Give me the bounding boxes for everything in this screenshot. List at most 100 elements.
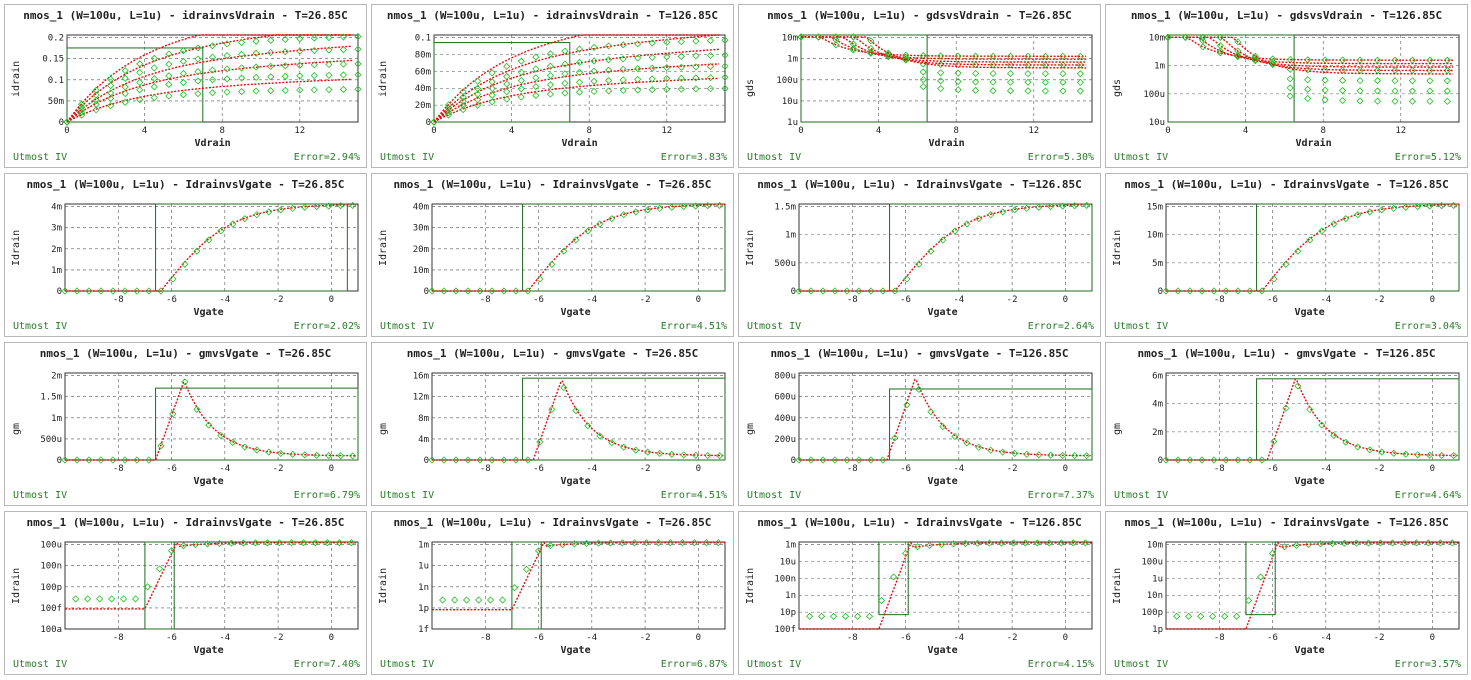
measured-point bbox=[663, 64, 671, 72]
plot-frame bbox=[64, 203, 359, 292]
measured-point bbox=[867, 44, 875, 53]
measured-point bbox=[1450, 452, 1458, 460]
simulated-curve bbox=[433, 34, 720, 123]
measured-point bbox=[939, 423, 947, 431]
measured-point bbox=[61, 456, 69, 464]
measured-point bbox=[902, 56, 910, 64]
measured-point bbox=[797, 33, 805, 41]
measured-point bbox=[1443, 87, 1451, 95]
measured-point bbox=[77, 100, 86, 108]
measured-point bbox=[634, 54, 642, 62]
measured-point bbox=[1318, 421, 1326, 429]
measured-point bbox=[1408, 87, 1417, 95]
measured-point bbox=[1059, 61, 1067, 69]
fit-region-box bbox=[522, 377, 726, 461]
measured-point bbox=[167, 547, 176, 555]
measured-point bbox=[1304, 66, 1312, 74]
error-label: Error=5.30% bbox=[1027, 152, 1094, 163]
measured-point bbox=[634, 86, 642, 94]
measured-point bbox=[349, 201, 357, 210]
measured-point bbox=[532, 83, 540, 91]
measured-point bbox=[487, 596, 495, 604]
measured-point bbox=[867, 287, 875, 295]
chart-title: nmos_1 (W=100u, L=1u) - IdrainvsVgate - … bbox=[1124, 178, 1449, 191]
measured-point bbox=[1221, 612, 1229, 620]
measured-point bbox=[1041, 87, 1050, 95]
x-tick-label: 0 bbox=[696, 633, 701, 643]
measured-point bbox=[1438, 202, 1446, 210]
measured-point bbox=[1339, 76, 1347, 85]
measured-point bbox=[975, 443, 983, 451]
measured-point bbox=[915, 385, 923, 393]
measured-point bbox=[572, 236, 580, 244]
measured-point bbox=[1071, 452, 1079, 460]
measured-point bbox=[459, 93, 467, 101]
measured-point bbox=[1035, 451, 1043, 459]
measured-point bbox=[819, 456, 827, 464]
measured-point bbox=[714, 539, 722, 547]
simulated-curve bbox=[66, 34, 353, 123]
measured-point bbox=[608, 215, 616, 223]
measured-point bbox=[867, 49, 875, 57]
simulated-curve bbox=[66, 45, 353, 123]
x-tick-label: 0 bbox=[1063, 464, 1068, 474]
measured-point bbox=[1210, 287, 1218, 295]
measured-point bbox=[575, 78, 584, 86]
x-axis-label: Vgate bbox=[927, 645, 958, 656]
measured-point bbox=[532, 74, 540, 82]
measured-point bbox=[165, 50, 173, 58]
measured-point bbox=[252, 37, 260, 45]
measured-point bbox=[1258, 456, 1266, 464]
measured-point bbox=[1234, 456, 1242, 464]
measured-point bbox=[194, 68, 202, 76]
y-tick-label: 50m bbox=[48, 97, 64, 107]
measured-point bbox=[692, 451, 700, 459]
measured-point bbox=[1412, 539, 1420, 547]
measured-point bbox=[1436, 539, 1444, 547]
x-tick-label: -8 bbox=[847, 633, 858, 643]
measured-point bbox=[313, 203, 321, 211]
y-axis-label: Idrain bbox=[11, 229, 22, 266]
measured-point bbox=[503, 72, 511, 81]
fit-region-box bbox=[66, 47, 204, 123]
measured-point bbox=[1059, 70, 1067, 78]
measured-point bbox=[252, 63, 260, 71]
chart-title: nmos_1 (W=100u, L=1u) - gdsvsVdrain - T=… bbox=[1130, 9, 1443, 22]
measured-point bbox=[575, 45, 584, 53]
footer-label: Utmost IV bbox=[747, 490, 802, 501]
measured-point bbox=[136, 78, 144, 86]
chart-panel: nmos_1 (W=100u, L=1u) - IdrainvsVgate - … bbox=[1105, 511, 1468, 675]
measured-point bbox=[1269, 60, 1277, 68]
footer-label: Utmost IV bbox=[380, 490, 435, 501]
error-label: Error=3.83% bbox=[660, 152, 727, 163]
measured-point bbox=[1390, 204, 1398, 212]
simulated-curve bbox=[433, 77, 720, 123]
y-tick-label: 200u bbox=[774, 435, 796, 445]
measured-point bbox=[337, 452, 345, 460]
x-tick-label: -2 bbox=[1007, 464, 1018, 474]
measured-point bbox=[1047, 451, 1055, 459]
measured-point bbox=[721, 51, 729, 59]
measured-point bbox=[1400, 539, 1408, 547]
measured-point bbox=[1304, 76, 1312, 84]
measured-point bbox=[179, 542, 188, 550]
measured-point bbox=[590, 43, 598, 51]
y-tick-label: 10m bbox=[1147, 541, 1163, 551]
measured-point bbox=[1426, 451, 1434, 459]
measured-point bbox=[97, 456, 105, 464]
x-tick-label: 8 bbox=[953, 126, 958, 136]
simulated-curve bbox=[65, 203, 358, 292]
x-tick-label: 0 bbox=[1430, 633, 1435, 643]
measured-point bbox=[203, 540, 212, 548]
measured-point bbox=[227, 539, 236, 547]
measured-point bbox=[548, 260, 556, 268]
x-tick-label: -6 bbox=[166, 633, 177, 643]
chart-title: nmos_1 (W=100u, L=1u) - idrainvsVdrain -… bbox=[23, 9, 348, 22]
measured-point bbox=[1424, 539, 1432, 547]
x-axis-label: Vdrain bbox=[1295, 138, 1332, 149]
measured-point bbox=[325, 46, 333, 54]
measured-point bbox=[133, 456, 141, 464]
measured-point bbox=[961, 539, 970, 548]
x-tick-label: -2 bbox=[1007, 633, 1018, 643]
y-tick-label: 2m bbox=[51, 372, 62, 382]
